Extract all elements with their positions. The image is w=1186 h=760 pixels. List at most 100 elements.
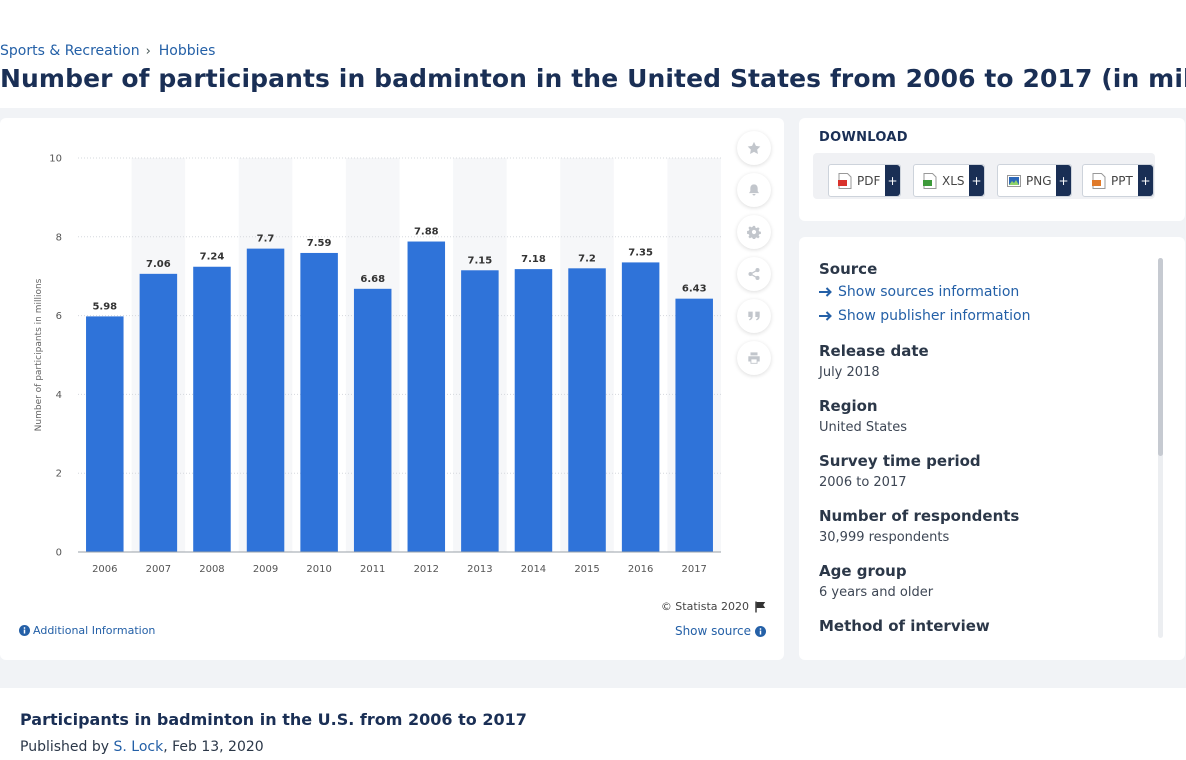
bar bbox=[621, 262, 660, 552]
author-link[interactable]: S. Lock bbox=[113, 739, 164, 755]
source-label: Source bbox=[819, 260, 878, 278]
x-tick-label: 2016 bbox=[628, 564, 653, 575]
x-tick-label: 2011 bbox=[360, 564, 385, 575]
additional-information-label: Additional Information bbox=[33, 624, 156, 637]
bar bbox=[86, 316, 124, 552]
notification-button[interactable] bbox=[737, 173, 771, 207]
data-label: 7.24 bbox=[200, 252, 225, 263]
show-sources-link[interactable]: Show sources information bbox=[819, 284, 1019, 300]
copyright: © Statista 2020 bbox=[661, 600, 766, 613]
breadcrumb: Sports & Recreation › Hobbies bbox=[0, 43, 215, 59]
download-pdf-plus[interactable]: + bbox=[885, 165, 900, 196]
data-label: 7.88 bbox=[414, 227, 439, 238]
share-icon bbox=[748, 268, 760, 280]
breadcrumb-hobbies[interactable]: Hobbies bbox=[158, 43, 216, 59]
arrow-right-icon bbox=[819, 287, 832, 297]
show-source-link[interactable]: Show source bbox=[675, 624, 766, 638]
additional-information-link[interactable]: Additional Information bbox=[19, 624, 155, 637]
data-label: 7.7 bbox=[257, 234, 275, 245]
published-by-label: Published by bbox=[20, 739, 110, 755]
xls-file-icon bbox=[923, 172, 937, 189]
age-group-label: Age group bbox=[819, 562, 907, 580]
arrow-right-icon bbox=[819, 311, 832, 321]
method-label: Method of interview bbox=[819, 617, 990, 635]
data-label: 7.2 bbox=[578, 253, 596, 264]
flag-icon[interactable] bbox=[755, 601, 766, 613]
print-icon bbox=[748, 352, 760, 364]
data-label: 7.06 bbox=[146, 259, 171, 270]
download-png-label: PNG bbox=[1026, 173, 1052, 188]
bar bbox=[675, 298, 713, 552]
y-tick-label: 8 bbox=[56, 232, 62, 243]
download-xls-button[interactable]: XLS + bbox=[913, 164, 985, 197]
download-ppt-button[interactable]: PPT + bbox=[1082, 164, 1154, 197]
survey-period-label: Survey time period bbox=[819, 452, 981, 470]
respondents-label: Number of respondents bbox=[819, 507, 1020, 525]
bar bbox=[568, 268, 606, 552]
bar bbox=[407, 241, 446, 552]
print-button[interactable] bbox=[737, 341, 771, 375]
y-axis-title: Number of participants in millions bbox=[34, 278, 44, 431]
data-label: 6.68 bbox=[360, 274, 385, 285]
download-pdf-label: PDF bbox=[857, 173, 881, 188]
copyright-text: © Statista 2020 bbox=[660, 600, 749, 613]
chart-card: 0 2 4 6 8 10 5.98 2006 7.06 2007 7.24 2008 7.7 2009 7.… bbox=[0, 118, 784, 660]
release-date-label: Release date bbox=[819, 342, 929, 360]
share-button[interactable] bbox=[737, 257, 771, 291]
x-tick-label: 2009 bbox=[253, 564, 278, 575]
region-value: United States bbox=[819, 420, 908, 435]
x-tick-label: 2013 bbox=[467, 564, 492, 575]
x-tick-label: 2007 bbox=[146, 564, 171, 575]
chart-toolbar bbox=[737, 131, 773, 383]
download-xls-plus[interactable]: + bbox=[969, 165, 984, 196]
bar bbox=[514, 269, 553, 552]
x-tick-label: 2014 bbox=[521, 564, 546, 575]
bar bbox=[300, 252, 338, 553]
gear-icon bbox=[747, 225, 761, 239]
bar bbox=[353, 288, 392, 552]
download-pdf-button[interactable]: PDF + bbox=[828, 164, 901, 197]
download-png-button[interactable]: PNG + bbox=[997, 164, 1072, 197]
data-label: 7.18 bbox=[521, 254, 546, 265]
download-card: DOWNLOAD PDF + XLS + PNG + PPT + bbox=[799, 118, 1185, 221]
breadcrumb-sports-recreation[interactable]: Sports & Recreation bbox=[0, 43, 140, 59]
download-xls-label: XLS bbox=[942, 173, 965, 188]
star-icon bbox=[747, 141, 761, 154]
respondents-value: 30,999 respondents bbox=[819, 530, 950, 545]
y-tick-label: 10 bbox=[49, 154, 62, 165]
show-publisher-link[interactable]: Show publisher information bbox=[819, 308, 1030, 324]
settings-button[interactable] bbox=[737, 215, 771, 249]
download-title: DOWNLOAD bbox=[819, 130, 908, 145]
header-area bbox=[0, 0, 1186, 108]
details-scrollbar[interactable] bbox=[1158, 258, 1163, 638]
download-ppt-plus[interactable]: + bbox=[1138, 165, 1153, 196]
x-tick-label: 2015 bbox=[574, 564, 599, 575]
favorite-button[interactable] bbox=[737, 131, 771, 165]
x-tick-label: 2010 bbox=[306, 564, 331, 575]
region-label: Region bbox=[819, 397, 878, 415]
bar bbox=[193, 266, 231, 552]
show-publisher-label: Show publisher information bbox=[838, 308, 1031, 324]
data-label: 5.98 bbox=[92, 301, 117, 312]
statistic-details-card: Source Show sources information Show pub… bbox=[799, 237, 1185, 660]
publication-meta: Published by S. Lock, Feb 13, 2020 bbox=[20, 739, 264, 755]
ppt-file-icon bbox=[1092, 172, 1106, 189]
download-buttons: PDF + XLS + PNG + PPT + bbox=[813, 153, 1155, 199]
bell-icon bbox=[749, 184, 759, 196]
y-tick-label: 0 bbox=[56, 548, 62, 559]
publication-footer: Participants in badminton in the U.S. fr… bbox=[0, 688, 1186, 760]
statistic-title: Participants in badminton in the U.S. fr… bbox=[20, 710, 527, 729]
download-ppt-label: PPT bbox=[1111, 173, 1133, 188]
survey-period-value: 2006 to 2017 bbox=[819, 475, 907, 490]
details-scrollbar-thumb[interactable] bbox=[1158, 258, 1163, 456]
cite-button[interactable] bbox=[737, 299, 771, 333]
release-date-value: July 2018 bbox=[819, 365, 880, 380]
x-tick-label: 2012 bbox=[414, 564, 439, 575]
x-tick-label: 2006 bbox=[92, 564, 117, 575]
x-tick-label: 2017 bbox=[681, 564, 706, 575]
data-label: 6.43 bbox=[682, 284, 707, 295]
x-tick-label: 2008 bbox=[199, 564, 224, 575]
y-tick-label: 4 bbox=[56, 390, 62, 401]
download-png-plus[interactable]: + bbox=[1056, 165, 1071, 196]
info-icon bbox=[19, 625, 30, 636]
